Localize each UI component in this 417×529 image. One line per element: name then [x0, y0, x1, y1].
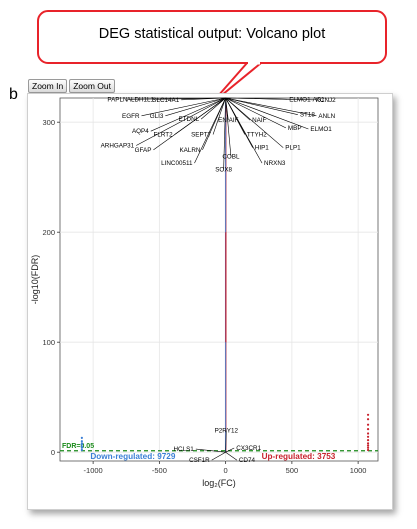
gene-label: CD74 [239, 457, 256, 464]
x-tick-label: 1000 [350, 466, 367, 475]
up-point [366, 448, 370, 452]
gene-label: NRXN3 [264, 160, 286, 167]
up-point [366, 446, 370, 449]
gene-label: KALRN [179, 147, 200, 154]
y-tick-label: 300 [42, 118, 55, 127]
up-point [366, 444, 370, 447]
gene-label: COBL [222, 154, 240, 161]
gene-label: ARHGAP31 [101, 143, 135, 150]
y-axis-label: -log10(FDR) [30, 255, 40, 305]
gene-label-leader [153, 97, 226, 151]
gene-label: CX3CR1 [236, 445, 261, 452]
up-point [366, 428, 370, 431]
gene-label-leader [225, 97, 287, 129]
down-point [80, 442, 83, 445]
gene-label: NAIF [252, 117, 266, 124]
down-regulated-label: Down-regulated: 9729 [90, 452, 176, 461]
gene-label-leader [225, 447, 235, 453]
up-point [366, 439, 370, 442]
up-point [366, 413, 370, 416]
gene-label: SLC14A1 [152, 97, 179, 104]
gene-label: SEPT7 [191, 132, 211, 139]
gene-label-leader [212, 97, 226, 135]
up-regulated-label: Up-regulated: 3753 [262, 452, 336, 461]
up-point [366, 432, 370, 435]
gene-label: PLP1 [285, 145, 301, 152]
gene-label: TTYH2 [247, 132, 267, 139]
down-point [80, 445, 83, 448]
down-point [80, 448, 83, 452]
callout-text: DEG statistical output: Volcano plot [98, 26, 326, 42]
gene-label: GFAP [135, 147, 152, 154]
gene-label: ANLN [318, 113, 335, 120]
gene-label: ST18 [300, 112, 316, 119]
gene-label-leader [150, 97, 226, 132]
gene-label: EGFR [122, 113, 140, 120]
gene-label: ALDH1L1 [127, 96, 155, 103]
y-tick-label: 200 [42, 228, 55, 237]
gene-label: MBP [288, 125, 302, 132]
plot-area [59, 97, 379, 462]
gene-label: SOX8 [215, 167, 232, 174]
zoom-in-button[interactable]: Zoom In [28, 79, 68, 93]
fdr-threshold-label: FDR=0.05 [62, 443, 94, 450]
callout-border [37, 10, 387, 64]
gene-label-leader [223, 97, 226, 170]
gene-label-leader [200, 97, 226, 120]
gene-label: KCNJ2 [316, 97, 336, 104]
gene-label-leader [225, 97, 314, 101]
gene-label: ETDNL [178, 116, 199, 123]
zoom-out-button[interactable]: Zoom Out [69, 79, 115, 93]
panel-letter: b [9, 86, 18, 103]
up-point [366, 423, 370, 426]
gene-label: FLRT2 [153, 132, 173, 139]
gene-label-leader [225, 430, 227, 453]
gene-label-leader [165, 97, 226, 117]
gene-label: P2RY12 [215, 427, 239, 434]
gene-label-leader [181, 97, 226, 101]
x-axis-label: log₂(FC) [202, 478, 236, 488]
zoom-toolbar: Zoom In Zoom Out [28, 79, 115, 93]
plot-panel: FDR=0.05 PAPLN ALDH1L1 SLC14A1 EGFR GLI3 ETDNL… [27, 93, 393, 510]
gene-label-leader [211, 451, 226, 461]
up-point [366, 435, 370, 438]
y-tick-label: 100 [42, 338, 55, 347]
x-tick-label: -500 [152, 466, 167, 475]
y-tick-label: 0 [51, 448, 55, 457]
gene-label: HCLS1 [174, 446, 195, 453]
gene-label-leader [195, 448, 226, 453]
gene-label: ELMO1 [310, 126, 332, 133]
gene-label-leader [225, 97, 309, 130]
gene-label: GLI3 [150, 113, 164, 120]
up-point [366, 418, 370, 421]
gene-label-leader [225, 97, 298, 115]
gene-label-leader [225, 451, 238, 461]
gene-label-leader [136, 97, 226, 146]
gene-label-leader [225, 97, 263, 164]
gene-label: ENIAIF [218, 117, 238, 124]
down-point [80, 440, 83, 443]
gene-label-leader [141, 97, 226, 117]
gene-label-leader [225, 97, 229, 121]
gene-label-leader [225, 97, 284, 148]
gene-label: LINC00511 [161, 160, 193, 167]
gene-label: HIP1 [255, 145, 269, 152]
up-point [366, 442, 370, 445]
gene-label-leader [225, 97, 317, 117]
gene-label: CSF1R [189, 457, 210, 464]
x-tick-label: -1000 [84, 466, 103, 475]
gene-label-leader [194, 97, 226, 164]
gene-label: AQP4 [132, 128, 149, 135]
gene-label: PAPLN [107, 96, 128, 103]
down-point [80, 436, 83, 439]
x-tick-label: 500 [286, 466, 299, 475]
x-tick-label: 0 [224, 466, 228, 475]
